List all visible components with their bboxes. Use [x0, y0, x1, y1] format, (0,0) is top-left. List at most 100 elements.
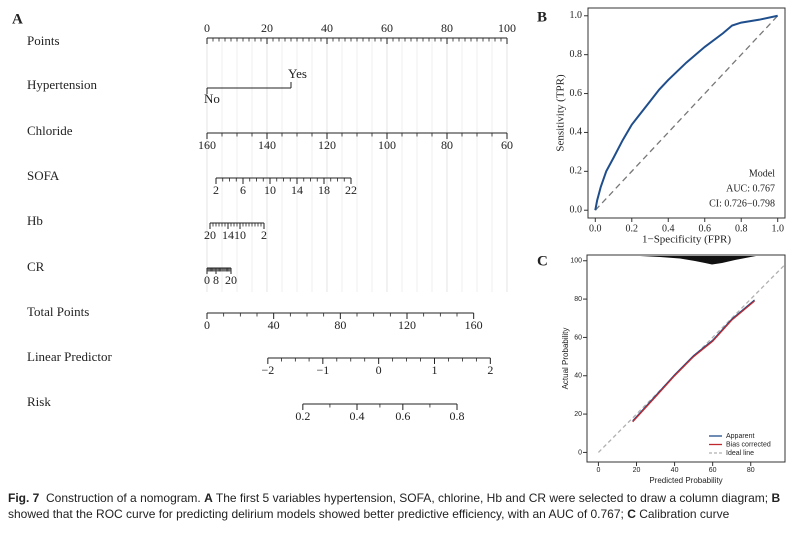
panel-label: B	[537, 9, 547, 25]
y-tick-label: 0.6	[570, 88, 583, 99]
y-tick-label: 0.4	[570, 127, 583, 138]
tick-label: 80	[441, 21, 453, 35]
tick-label: 6	[240, 183, 246, 197]
row-name: Hypertension	[27, 77, 98, 92]
x-tick-label: 0.0	[589, 223, 602, 234]
tick-label: 8	[213, 273, 219, 287]
tick-label: 80	[334, 318, 346, 332]
tick-label: 140	[258, 138, 276, 152]
tick-label: 100	[498, 21, 516, 35]
tick-label: 0.8	[450, 409, 465, 423]
y-tick-label: 20	[574, 411, 582, 418]
tick-label: No	[204, 91, 220, 106]
x-tick-label: 0.6	[698, 223, 711, 234]
tick-label: 2	[213, 183, 219, 197]
y-axis-label: Sensitivity (TPR)	[555, 74, 567, 152]
plot-frame	[586, 254, 786, 463]
tick-label: 20	[204, 228, 216, 242]
caption-panel: B	[771, 491, 781, 505]
tick-label: 160	[198, 138, 216, 152]
fig-label: Fig. 7	[8, 491, 40, 505]
plot-frame	[587, 7, 786, 219]
caption: Fig. 7 Construction of a nomogram. A The…	[8, 490, 788, 522]
y-axis-label: Actual Probability	[561, 328, 570, 390]
y-tick-label: 0.8	[570, 49, 583, 60]
y-tick-label: 0.2	[570, 166, 583, 177]
tick-label: 10	[234, 228, 246, 242]
caption-text: Calibration curve	[635, 507, 730, 521]
tick-label: 1	[432, 363, 438, 377]
plot	[594, 14, 779, 211]
tick-label: 0.6	[395, 409, 410, 423]
tick-label: 0.4	[350, 409, 365, 423]
caption-panel: C	[627, 507, 636, 521]
x-tick-label: 60	[709, 467, 717, 474]
caption-text: The first 5 variables hypertension, SOFA…	[212, 491, 772, 505]
x-tick-label: 40	[671, 467, 679, 474]
x-tick-label: 0.4	[662, 223, 675, 234]
x-tick-label: 0.8	[735, 223, 748, 234]
annotation: AUC: 0.767	[726, 183, 775, 194]
tick-label: 160	[465, 318, 483, 332]
tick-label: 0	[376, 363, 382, 377]
y-tick-label: 80	[574, 296, 582, 303]
tick-label: 22	[345, 183, 357, 197]
y-tick-label: 0	[578, 449, 582, 456]
caption-text: showed that the ROC curve for predicting…	[8, 507, 628, 521]
tick-label: −2	[261, 363, 274, 377]
reference-line	[594, 15, 779, 211]
tick-label: 0	[204, 273, 210, 287]
tick-label: 80	[441, 138, 453, 152]
x-tick-label: 20	[633, 467, 641, 474]
series-line	[632, 300, 755, 423]
tick-label: −1	[316, 363, 329, 377]
y-tick-label: 1.0	[570, 10, 583, 21]
tick-label: 60	[381, 21, 393, 35]
tick-label: 40	[268, 318, 280, 332]
legend-label: Apparent	[726, 433, 754, 440]
row-name: CR	[27, 259, 45, 274]
tick-label: 100	[378, 138, 396, 152]
row-name: Total Points	[27, 304, 89, 319]
panel-label: A	[12, 11, 23, 27]
y-tick-label: 0.0	[570, 205, 583, 216]
rug	[640, 256, 756, 265]
tick-label: 18	[318, 183, 330, 197]
y-tick-label: 100	[570, 258, 582, 265]
panel-label: C	[537, 253, 548, 269]
plot	[597, 263, 785, 453]
legend-label: Ideal line	[726, 450, 754, 457]
tick-label: 0	[204, 318, 210, 332]
tick-label: 60	[501, 138, 513, 152]
caption-text: Construction of a nomogram.	[46, 491, 205, 505]
tick-label: 14	[291, 183, 303, 197]
tick-label: 40	[321, 21, 333, 35]
tick-label: 120	[398, 318, 416, 332]
row-name: SOFA	[27, 168, 60, 183]
tick-label: 2	[261, 228, 267, 242]
tick-label: 120	[318, 138, 336, 152]
tick-label: Yes	[288, 66, 307, 81]
x-tick-label: 0.2	[626, 223, 639, 234]
tick-label: 0.2	[295, 409, 310, 423]
x-tick-label: 80	[747, 467, 755, 474]
legend-label: Bias corrected	[726, 441, 771, 448]
row-name: Risk	[27, 394, 51, 409]
row-name: Chloride	[27, 123, 73, 138]
row-name: Hb	[27, 213, 43, 228]
series-line	[594, 14, 778, 211]
tick-label: 10	[264, 183, 276, 197]
x-tick-label: 0	[596, 467, 600, 474]
y-tick-label: 40	[574, 373, 582, 380]
x-axis-label: 1−Specificity (FPR)	[642, 234, 731, 246]
x-tick-label: 1.0	[771, 223, 784, 234]
tick-label: 14	[222, 228, 234, 242]
tick-label: 20	[261, 21, 273, 35]
tick-label: 2	[487, 363, 493, 377]
row-name: Linear Predictor	[27, 349, 112, 364]
tick-label: 20	[225, 273, 237, 287]
annotation: CI: 0.726−0.798	[709, 198, 775, 209]
caption-panel: A	[204, 491, 213, 505]
